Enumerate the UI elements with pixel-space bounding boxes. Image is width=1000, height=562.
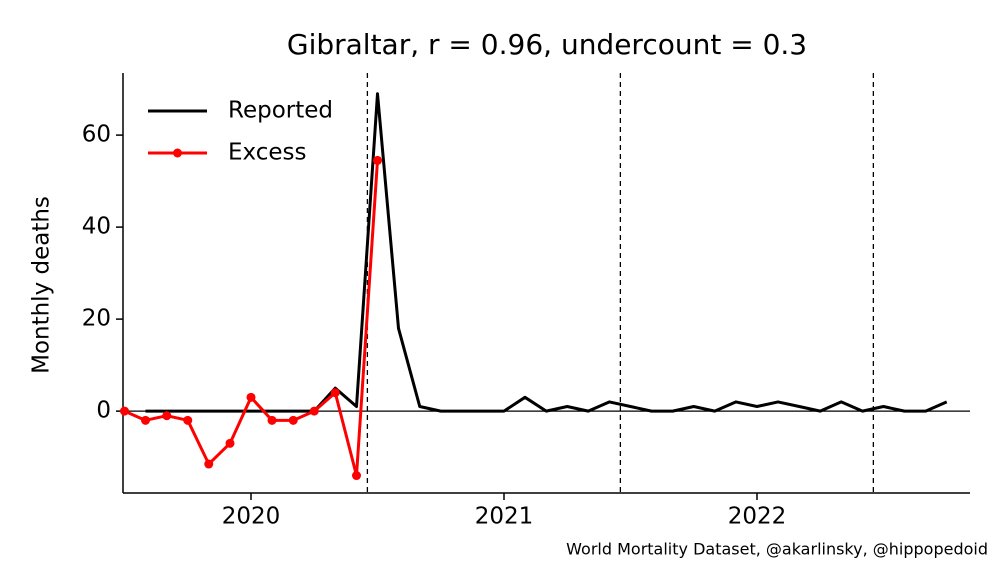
point [309, 406, 319, 416]
legend-label: Excess [228, 140, 307, 166]
legend-label: Reported [228, 98, 333, 124]
legend-marker [173, 148, 182, 158]
chart-title: Gibraltar, r = 0.96, undercount = 0.3 [287, 28, 807, 61]
point [267, 415, 277, 425]
y-tick-label: 60 [82, 122, 111, 148]
y-tick-label: 20 [82, 306, 111, 332]
point [246, 392, 256, 402]
series-line [145, 92, 948, 413]
point [183, 415, 193, 425]
point [225, 438, 235, 448]
point [162, 411, 172, 421]
footnote: World Mortality Dataset, @akarlinsky, @h… [566, 540, 988, 559]
point [204, 459, 214, 469]
x-tick-label: 2022 [728, 504, 787, 530]
series-line [123, 160, 380, 478]
x-tick-label: 2021 [475, 504, 534, 530]
point [120, 406, 130, 416]
point [330, 388, 340, 398]
y-axis-label: Monthly deaths [29, 196, 55, 374]
point [352, 471, 362, 481]
point [288, 415, 298, 425]
point [141, 415, 151, 425]
x-tick-label: 2020 [222, 504, 281, 530]
point [373, 155, 383, 165]
y-tick-label: 40 [82, 214, 111, 240]
y-tick-label: 0 [96, 398, 111, 424]
